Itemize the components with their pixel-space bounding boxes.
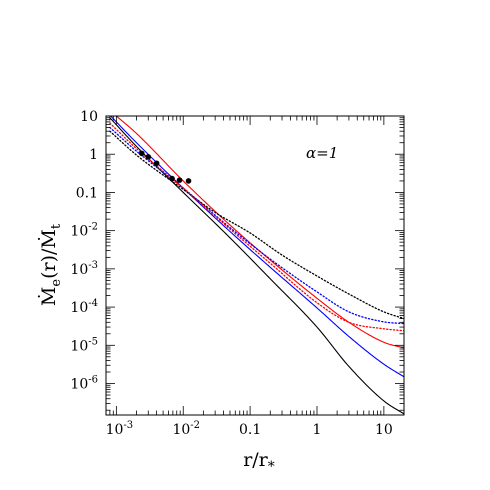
series-line-4 [109,130,404,320]
x-tick-label: 0.1 [239,422,261,438]
data-point [145,154,152,160]
curves-layer [109,116,404,415]
x-axis-label: r/r* [243,449,275,475]
series-line-6 [109,122,404,332]
y-tick-label: 10-2 [70,222,98,240]
series-line-3 [116,116,404,349]
series-line-2 [109,116,404,378]
y-axis-label-group: Ṁe(r)/Ṁt [37,223,64,306]
y-axis-label: Ṁe(r)/Ṁt [37,223,64,306]
tick-labels-layer: 10-3 10-2 0.1 1 10 10 1 0.1 10-2 10-3 10-4 10-5 10-6 [70,109,392,438]
plot-frame [105,115,405,416]
x-tick-label: 10-3 [106,420,134,438]
data-point [185,178,192,184]
markers-layer [138,150,192,184]
y-tick-label: 10-4 [70,298,98,316]
y-tick-label: 1 [89,147,98,163]
series-line-1 [109,117,404,415]
x-tick-label: 10-2 [172,420,200,438]
y-tick-label: 10 [80,109,98,125]
series-line-5 [109,126,404,325]
alpha-annotation: α=1 [306,144,338,162]
y-tick-label: 10-3 [70,260,98,278]
ticks-layer [105,115,405,415]
data-point [138,150,145,157]
data-point [176,177,183,183]
x-tick-label: 10 [375,422,393,438]
y-tick-label: 10-5 [70,336,98,354]
y-tick-label: 10-6 [70,375,98,393]
y-tick-label: 0.1 [76,185,98,201]
data-point [153,160,160,167]
x-tick-label: 1 [313,422,322,438]
data-point [169,175,175,182]
